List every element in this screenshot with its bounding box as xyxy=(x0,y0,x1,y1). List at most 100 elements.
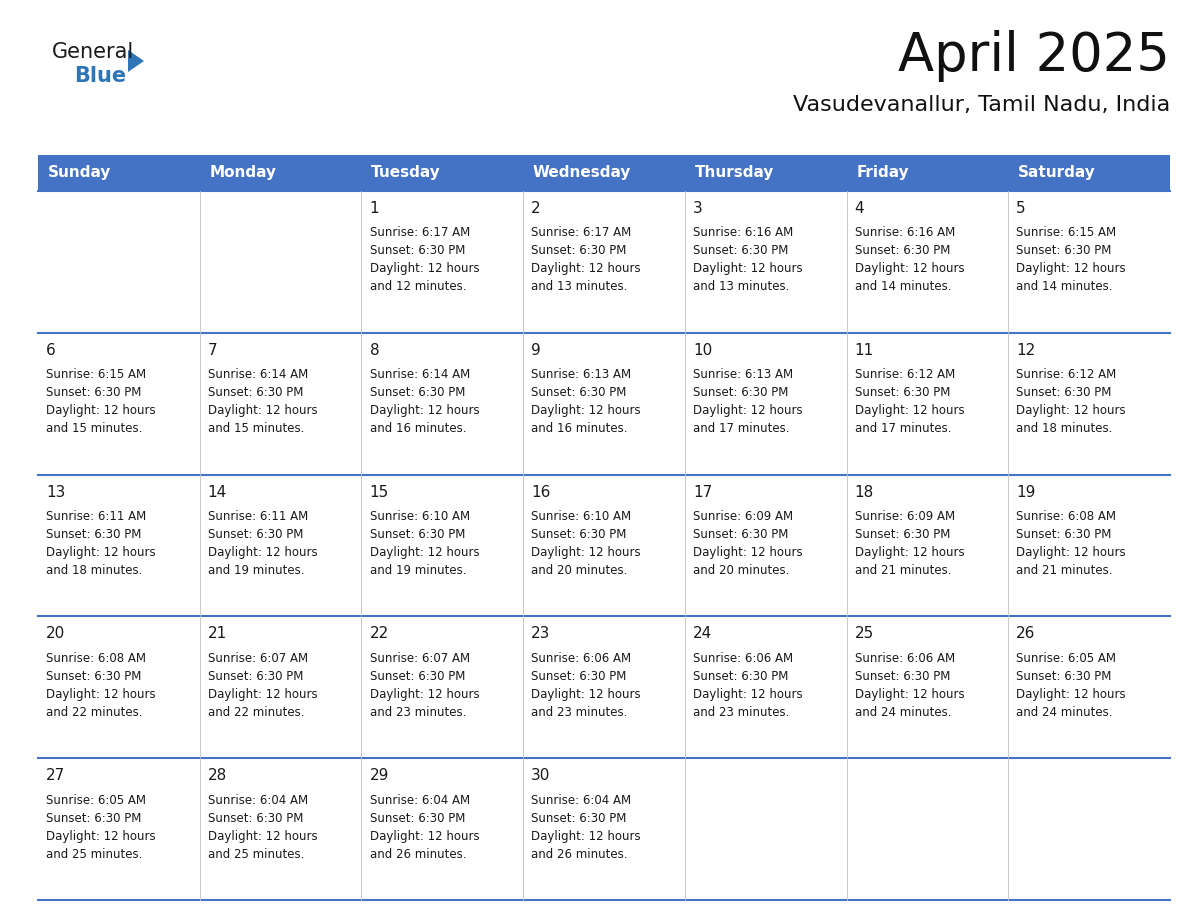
Bar xyxy=(38,191,200,333)
Bar xyxy=(1009,616,1170,758)
Text: 13: 13 xyxy=(46,485,65,499)
Bar xyxy=(1009,191,1170,333)
Bar xyxy=(200,758,361,900)
Text: 23: 23 xyxy=(531,626,550,642)
Text: 6: 6 xyxy=(46,342,56,358)
Bar xyxy=(361,616,523,758)
Text: April 2025: April 2025 xyxy=(898,30,1170,82)
Text: 21: 21 xyxy=(208,626,227,642)
Bar xyxy=(523,155,684,191)
Text: Sunrise: 6:15 AM
Sunset: 6:30 PM
Daylight: 12 hours
and 15 minutes.: Sunrise: 6:15 AM Sunset: 6:30 PM Dayligh… xyxy=(46,368,156,435)
Text: Friday: Friday xyxy=(857,165,909,181)
Text: Sunrise: 6:10 AM
Sunset: 6:30 PM
Daylight: 12 hours
and 20 minutes.: Sunrise: 6:10 AM Sunset: 6:30 PM Dayligh… xyxy=(531,510,640,577)
Text: 24: 24 xyxy=(693,626,712,642)
Text: Tuesday: Tuesday xyxy=(371,165,441,181)
Text: Sunrise: 6:04 AM
Sunset: 6:30 PM
Daylight: 12 hours
and 26 minutes.: Sunrise: 6:04 AM Sunset: 6:30 PM Dayligh… xyxy=(531,794,640,861)
Bar xyxy=(200,333,361,475)
Polygon shape xyxy=(128,50,144,72)
Text: 8: 8 xyxy=(369,342,379,358)
Bar xyxy=(361,475,523,616)
Text: Sunrise: 6:12 AM
Sunset: 6:30 PM
Daylight: 12 hours
and 17 minutes.: Sunrise: 6:12 AM Sunset: 6:30 PM Dayligh… xyxy=(854,368,965,435)
Text: 25: 25 xyxy=(854,626,874,642)
Text: Sunrise: 6:13 AM
Sunset: 6:30 PM
Daylight: 12 hours
and 17 minutes.: Sunrise: 6:13 AM Sunset: 6:30 PM Dayligh… xyxy=(693,368,803,435)
Text: 4: 4 xyxy=(854,201,865,216)
Bar xyxy=(684,475,847,616)
Text: Sunrise: 6:04 AM
Sunset: 6:30 PM
Daylight: 12 hours
and 25 minutes.: Sunrise: 6:04 AM Sunset: 6:30 PM Dayligh… xyxy=(208,794,317,861)
Bar xyxy=(684,758,847,900)
Text: 1: 1 xyxy=(369,201,379,216)
Text: Sunrise: 6:17 AM
Sunset: 6:30 PM
Daylight: 12 hours
and 12 minutes.: Sunrise: 6:17 AM Sunset: 6:30 PM Dayligh… xyxy=(369,227,479,294)
Bar xyxy=(847,758,1009,900)
Bar xyxy=(361,333,523,475)
Bar xyxy=(684,616,847,758)
Bar xyxy=(847,155,1009,191)
Text: Sunrise: 6:10 AM
Sunset: 6:30 PM
Daylight: 12 hours
and 19 minutes.: Sunrise: 6:10 AM Sunset: 6:30 PM Dayligh… xyxy=(369,510,479,577)
Text: Monday: Monday xyxy=(209,165,277,181)
Bar xyxy=(1009,155,1170,191)
Text: 16: 16 xyxy=(531,485,550,499)
Text: Sunday: Sunday xyxy=(48,165,110,181)
Bar xyxy=(200,616,361,758)
Text: Sunrise: 6:09 AM
Sunset: 6:30 PM
Daylight: 12 hours
and 20 minutes.: Sunrise: 6:09 AM Sunset: 6:30 PM Dayligh… xyxy=(693,510,803,577)
Text: Sunrise: 6:05 AM
Sunset: 6:30 PM
Daylight: 12 hours
and 24 minutes.: Sunrise: 6:05 AM Sunset: 6:30 PM Dayligh… xyxy=(1017,652,1126,719)
Bar xyxy=(684,333,847,475)
Text: 19: 19 xyxy=(1017,485,1036,499)
Text: Sunrise: 6:04 AM
Sunset: 6:30 PM
Daylight: 12 hours
and 26 minutes.: Sunrise: 6:04 AM Sunset: 6:30 PM Dayligh… xyxy=(369,794,479,861)
Text: 28: 28 xyxy=(208,768,227,783)
Text: 9: 9 xyxy=(531,342,541,358)
Text: Wednesday: Wednesday xyxy=(533,165,631,181)
Bar xyxy=(847,333,1009,475)
Text: 5: 5 xyxy=(1017,201,1026,216)
Text: 11: 11 xyxy=(854,342,874,358)
Bar xyxy=(523,758,684,900)
Text: Sunrise: 6:06 AM
Sunset: 6:30 PM
Daylight: 12 hours
and 23 minutes.: Sunrise: 6:06 AM Sunset: 6:30 PM Dayligh… xyxy=(693,652,803,719)
Bar xyxy=(847,475,1009,616)
Text: Sunrise: 6:06 AM
Sunset: 6:30 PM
Daylight: 12 hours
and 24 minutes.: Sunrise: 6:06 AM Sunset: 6:30 PM Dayligh… xyxy=(854,652,965,719)
Bar xyxy=(361,155,523,191)
Text: Sunrise: 6:16 AM
Sunset: 6:30 PM
Daylight: 12 hours
and 14 minutes.: Sunrise: 6:16 AM Sunset: 6:30 PM Dayligh… xyxy=(854,227,965,294)
Text: Vasudevanallur, Tamil Nadu, India: Vasudevanallur, Tamil Nadu, India xyxy=(792,95,1170,115)
Bar xyxy=(847,191,1009,333)
Text: 20: 20 xyxy=(46,626,65,642)
Text: Sunrise: 6:14 AM
Sunset: 6:30 PM
Daylight: 12 hours
and 15 minutes.: Sunrise: 6:14 AM Sunset: 6:30 PM Dayligh… xyxy=(208,368,317,435)
Bar xyxy=(200,191,361,333)
Text: Sunrise: 6:11 AM
Sunset: 6:30 PM
Daylight: 12 hours
and 18 minutes.: Sunrise: 6:11 AM Sunset: 6:30 PM Dayligh… xyxy=(46,510,156,577)
Text: Sunrise: 6:08 AM
Sunset: 6:30 PM
Daylight: 12 hours
and 22 minutes.: Sunrise: 6:08 AM Sunset: 6:30 PM Dayligh… xyxy=(46,652,156,719)
Bar xyxy=(38,475,200,616)
Text: 15: 15 xyxy=(369,485,388,499)
Bar xyxy=(38,333,200,475)
Text: 12: 12 xyxy=(1017,342,1036,358)
Text: Sunrise: 6:16 AM
Sunset: 6:30 PM
Daylight: 12 hours
and 13 minutes.: Sunrise: 6:16 AM Sunset: 6:30 PM Dayligh… xyxy=(693,227,803,294)
Text: Sunrise: 6:13 AM
Sunset: 6:30 PM
Daylight: 12 hours
and 16 minutes.: Sunrise: 6:13 AM Sunset: 6:30 PM Dayligh… xyxy=(531,368,640,435)
Bar xyxy=(38,758,200,900)
Bar xyxy=(684,191,847,333)
Text: 26: 26 xyxy=(1017,626,1036,642)
Text: 29: 29 xyxy=(369,768,388,783)
Text: Sunrise: 6:15 AM
Sunset: 6:30 PM
Daylight: 12 hours
and 14 minutes.: Sunrise: 6:15 AM Sunset: 6:30 PM Dayligh… xyxy=(1017,227,1126,294)
Bar xyxy=(361,758,523,900)
Text: 10: 10 xyxy=(693,342,712,358)
Text: Sunrise: 6:07 AM
Sunset: 6:30 PM
Daylight: 12 hours
and 23 minutes.: Sunrise: 6:07 AM Sunset: 6:30 PM Dayligh… xyxy=(369,652,479,719)
Text: 27: 27 xyxy=(46,768,65,783)
Bar xyxy=(684,155,847,191)
Bar xyxy=(1009,475,1170,616)
Text: 7: 7 xyxy=(208,342,217,358)
Bar xyxy=(38,616,200,758)
Text: 3: 3 xyxy=(693,201,702,216)
Text: Thursday: Thursday xyxy=(695,165,773,181)
Text: Sunrise: 6:08 AM
Sunset: 6:30 PM
Daylight: 12 hours
and 21 minutes.: Sunrise: 6:08 AM Sunset: 6:30 PM Dayligh… xyxy=(1017,510,1126,577)
Text: Saturday: Saturday xyxy=(1018,165,1095,181)
Text: Sunrise: 6:06 AM
Sunset: 6:30 PM
Daylight: 12 hours
and 23 minutes.: Sunrise: 6:06 AM Sunset: 6:30 PM Dayligh… xyxy=(531,652,640,719)
Bar xyxy=(523,475,684,616)
Text: 14: 14 xyxy=(208,485,227,499)
Text: Blue: Blue xyxy=(74,66,126,86)
Bar xyxy=(523,333,684,475)
Text: Sunrise: 6:05 AM
Sunset: 6:30 PM
Daylight: 12 hours
and 25 minutes.: Sunrise: 6:05 AM Sunset: 6:30 PM Dayligh… xyxy=(46,794,156,861)
Text: 30: 30 xyxy=(531,768,550,783)
Text: 22: 22 xyxy=(369,626,388,642)
Text: Sunrise: 6:12 AM
Sunset: 6:30 PM
Daylight: 12 hours
and 18 minutes.: Sunrise: 6:12 AM Sunset: 6:30 PM Dayligh… xyxy=(1017,368,1126,435)
Text: Sunrise: 6:17 AM
Sunset: 6:30 PM
Daylight: 12 hours
and 13 minutes.: Sunrise: 6:17 AM Sunset: 6:30 PM Dayligh… xyxy=(531,227,640,294)
Text: General: General xyxy=(52,42,134,62)
Bar xyxy=(523,616,684,758)
Bar xyxy=(1009,333,1170,475)
